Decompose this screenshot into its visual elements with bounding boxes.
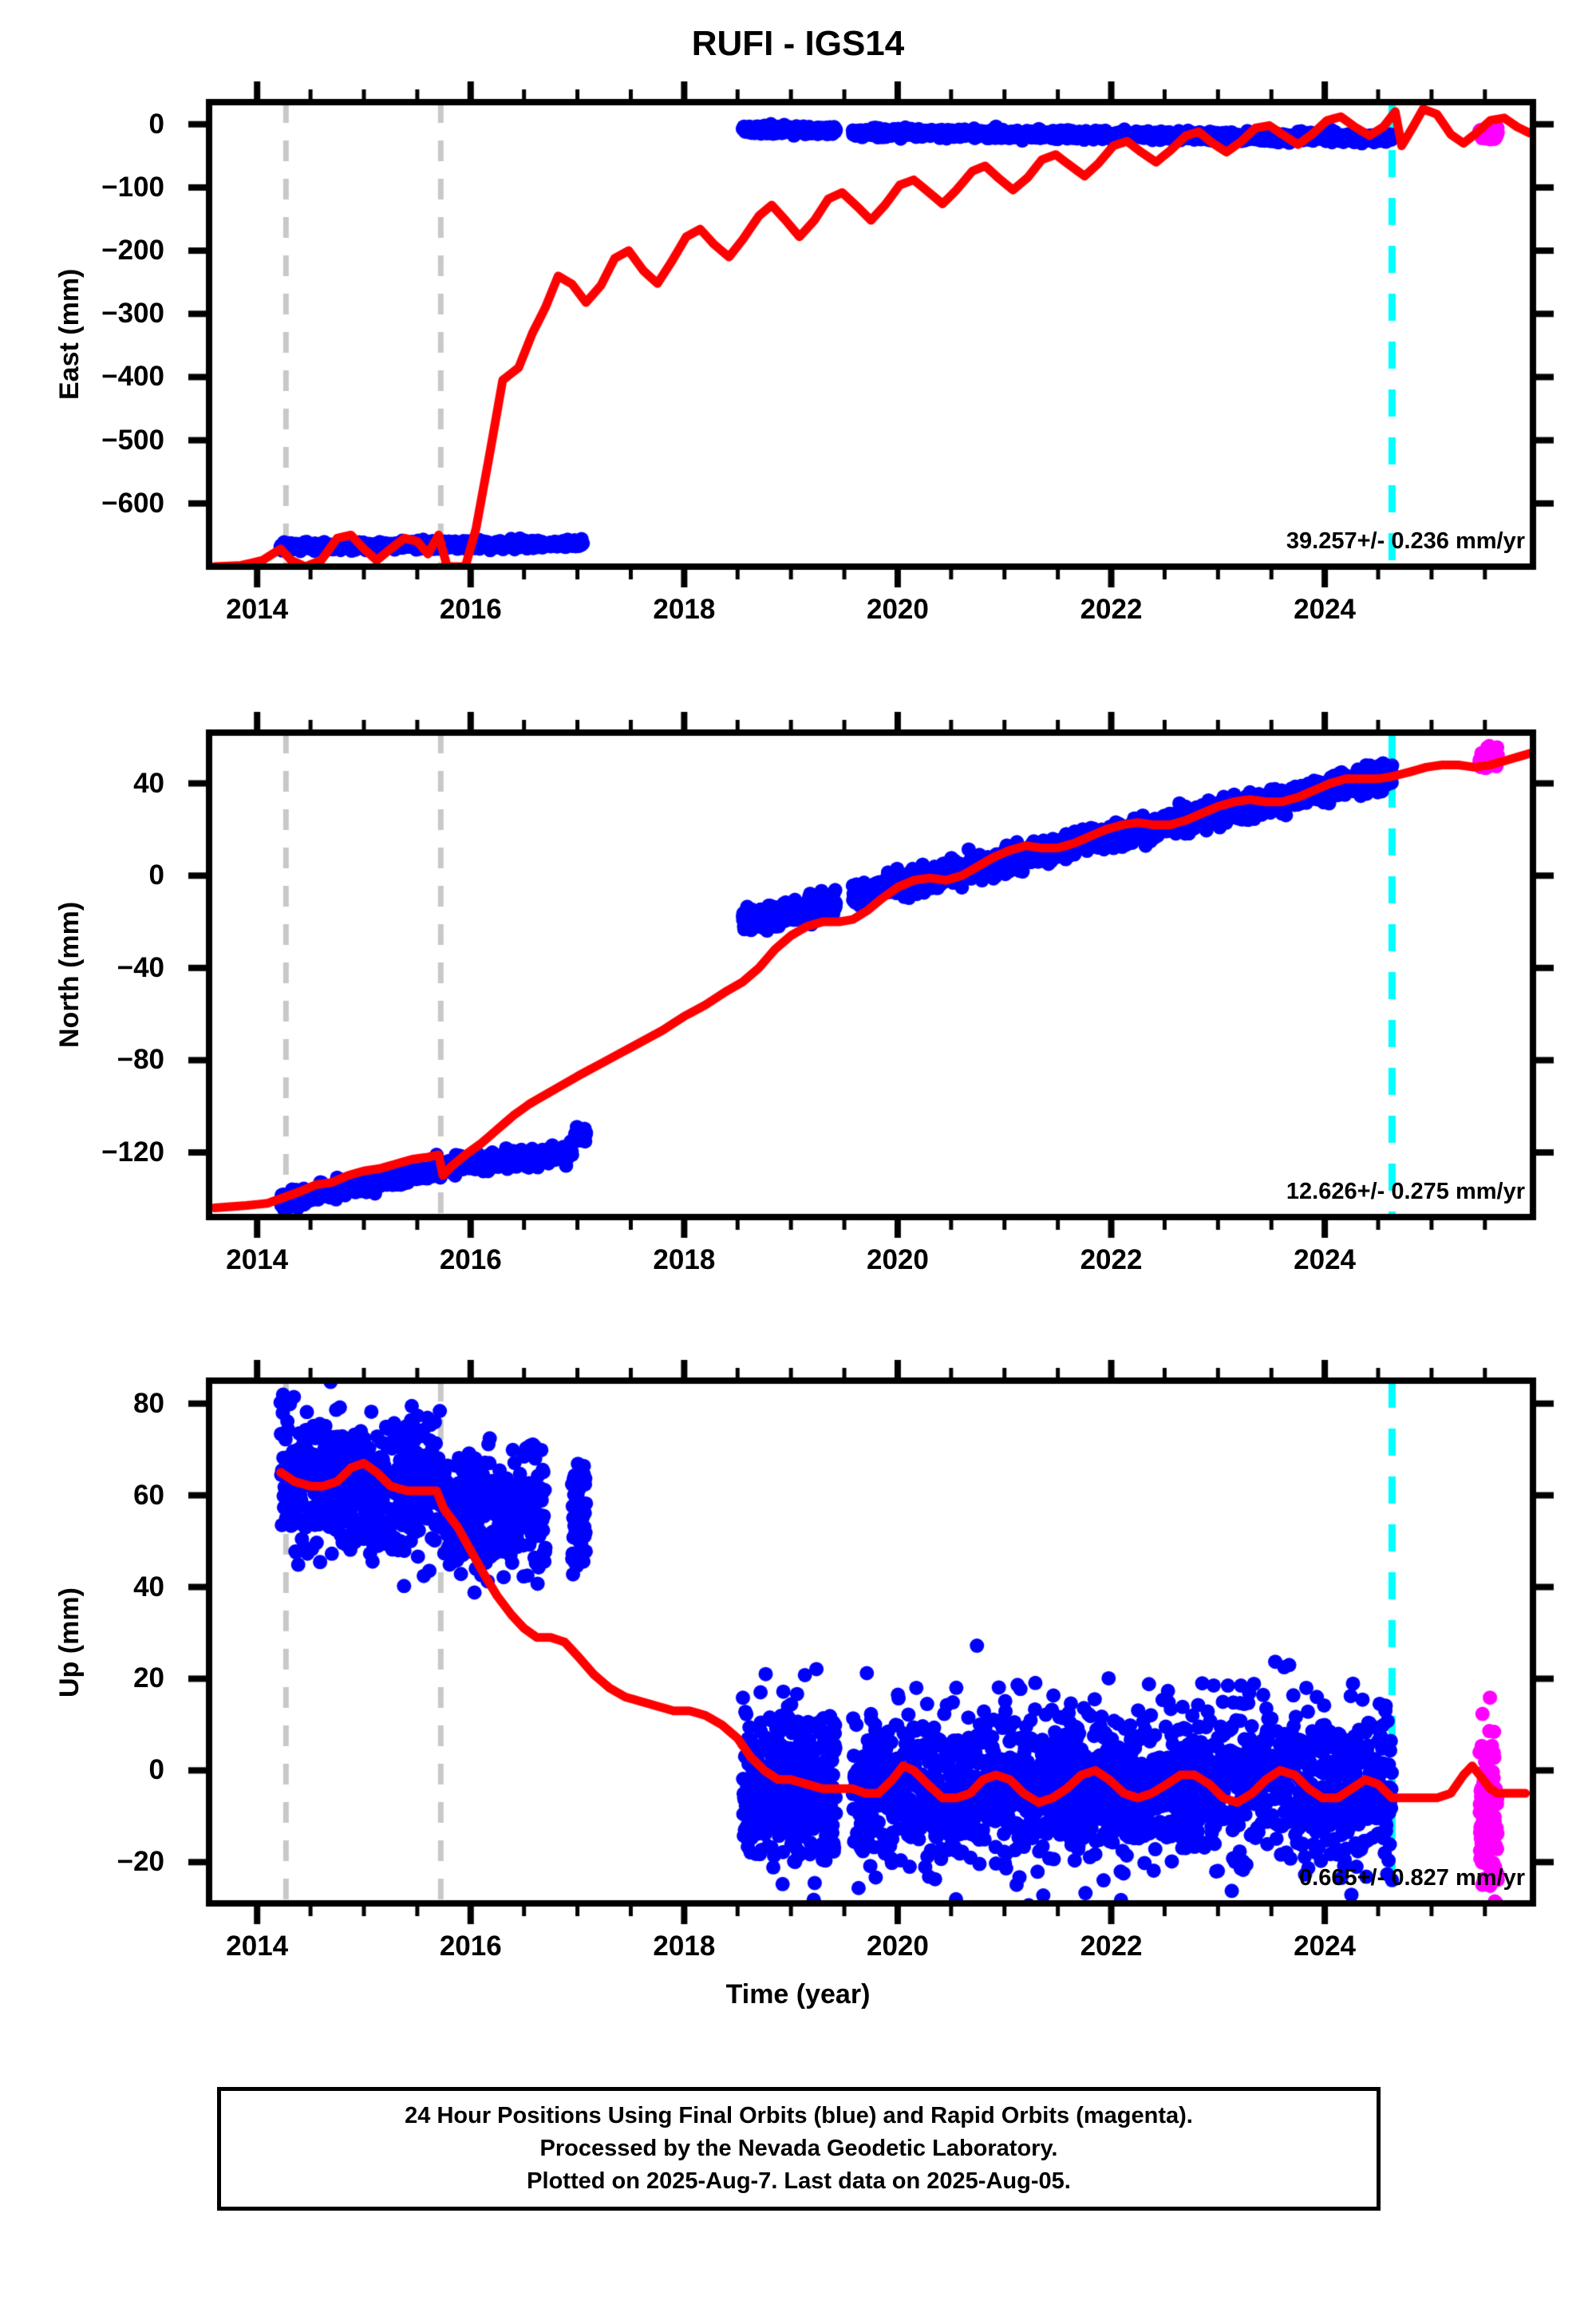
y-tick-label: 80 bbox=[133, 1387, 164, 1419]
y-tick-label: −600 bbox=[101, 487, 164, 519]
x-tick-label: 2014 bbox=[226, 1244, 289, 1275]
y-tick-label: −120 bbox=[101, 1136, 164, 1168]
page-title: RUFI - IGS14 bbox=[691, 24, 905, 63]
y-axis-label: Up (mm) bbox=[54, 1587, 85, 1697]
y-tick-label: −500 bbox=[101, 424, 164, 456]
y-tick-label: −80 bbox=[117, 1044, 164, 1076]
x-tick-label: 2014 bbox=[226, 1931, 289, 1962]
x-tick-label: 2024 bbox=[1294, 1931, 1357, 1962]
y-tick-label: 0 bbox=[148, 860, 164, 891]
x-tick-label: 2024 bbox=[1294, 1244, 1357, 1275]
y-tick-label: −40 bbox=[117, 951, 164, 983]
y-tick-label: 40 bbox=[133, 767, 164, 799]
x-tick-label: 2020 bbox=[867, 594, 929, 625]
y-axis-label: North (mm) bbox=[54, 901, 85, 1048]
x-tick-label: 2022 bbox=[1080, 594, 1143, 625]
caption-line-3: Plotted on 2025-Aug-7. Last data on 2025… bbox=[527, 2168, 1071, 2195]
x-tick-label: 2018 bbox=[653, 594, 716, 625]
x-tick-label: 2020 bbox=[867, 1244, 929, 1275]
y-tick-label: 0 bbox=[148, 1754, 164, 1786]
y-tick-label: −300 bbox=[101, 298, 164, 330]
y-tick-label: −20 bbox=[117, 1846, 164, 1878]
y-tick-label: 0 bbox=[148, 108, 164, 140]
x-axis-label: Time (year) bbox=[725, 1979, 871, 2010]
x-tick-label: 2016 bbox=[439, 1931, 502, 1962]
x-tick-label: 2016 bbox=[439, 594, 502, 625]
y-tick-label: 20 bbox=[133, 1662, 164, 1694]
rate-annotation: 0.665+/- 0.827 mm/yr bbox=[1299, 1865, 1525, 1891]
x-tick-label: 2024 bbox=[1294, 594, 1357, 625]
caption-line-1: 24 Hour Positions Using Final Orbits (bl… bbox=[405, 2102, 1193, 2128]
caption-box: 24 Hour Positions Using Final Orbits (bl… bbox=[217, 2087, 1381, 2211]
x-tick-label: 2014 bbox=[226, 594, 289, 625]
y-tick-label: −200 bbox=[101, 235, 164, 267]
x-tick-label: 2018 bbox=[653, 1931, 716, 1962]
x-tick-label: 2018 bbox=[653, 1244, 716, 1275]
y-tick-label: −100 bbox=[101, 171, 164, 203]
y-axis-label: East (mm) bbox=[54, 268, 85, 400]
y-tick-label: 60 bbox=[133, 1479, 164, 1511]
y-tick-label: 40 bbox=[133, 1571, 164, 1603]
x-tick-label: 2022 bbox=[1080, 1931, 1143, 1962]
caption-line-2: Processed by the Nevada Geodetic Laborat… bbox=[539, 2135, 1058, 2161]
rate-annotation: 12.626+/- 0.275 mm/yr bbox=[1286, 1179, 1525, 1204]
x-tick-label: 2022 bbox=[1080, 1244, 1143, 1275]
x-tick-label: 2016 bbox=[439, 1244, 502, 1275]
y-tick-label: −400 bbox=[101, 361, 164, 393]
rate-annotation: 39.257+/- 0.236 mm/yr bbox=[1286, 528, 1525, 554]
x-tick-label: 2020 bbox=[867, 1931, 929, 1962]
